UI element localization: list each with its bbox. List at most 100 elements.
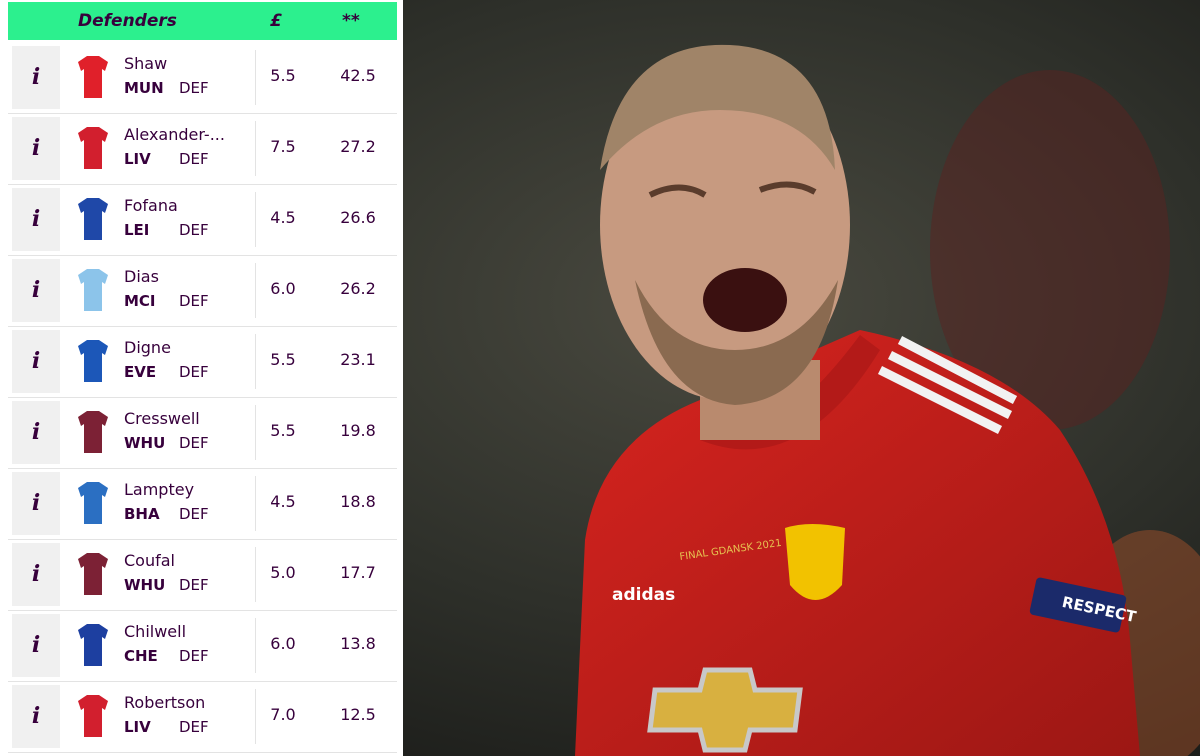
team-kit — [78, 411, 108, 453]
score-heading: ** — [342, 11, 360, 31]
price: 7.5 — [270, 137, 296, 156]
info-button[interactable]: i — [12, 401, 60, 464]
score: 17.7 — [340, 563, 376, 582]
beard — [635, 280, 838, 405]
kit-shape — [78, 56, 108, 98]
brows — [648, 181, 817, 198]
position: DEF — [179, 434, 209, 452]
blur-blob — [930, 70, 1170, 430]
divider — [255, 50, 256, 105]
kit-maker: adidas — [612, 585, 675, 605]
team-kit — [78, 127, 108, 169]
info-button[interactable]: i — [12, 117, 60, 180]
info-button[interactable]: i — [12, 259, 60, 322]
hair — [600, 44, 835, 170]
kit-shape — [78, 411, 108, 453]
team-code: LIV — [124, 150, 151, 168]
price: 5.5 — [270, 350, 296, 369]
player-row: i Coufal WHU DEF 5.0 17.7 — [8, 539, 397, 611]
info-button[interactable]: i — [12, 614, 60, 677]
kit-shape — [78, 624, 108, 666]
team-code: MUN — [124, 79, 164, 97]
player-name: Coufal — [124, 551, 175, 570]
team-code: BHA — [124, 505, 160, 523]
score: 26.2 — [340, 279, 376, 298]
position: DEF — [179, 505, 209, 523]
mouth — [703, 268, 787, 332]
divider — [255, 263, 256, 318]
player-row: i Cresswell WHU DEF 5.5 19.8 — [8, 397, 397, 469]
info-button[interactable]: i — [12, 188, 60, 251]
info-button[interactable]: i — [12, 543, 60, 606]
patch — [1029, 577, 1127, 633]
team-kit — [78, 56, 108, 98]
score: 27.2 — [340, 137, 376, 156]
position: DEF — [179, 576, 209, 594]
team-kit — [78, 624, 108, 666]
position: DEF — [179, 150, 209, 168]
price: 6.0 — [270, 279, 296, 298]
position: DEF — [179, 647, 209, 665]
player-list: Defenders £ ** i Shaw MUN DEF 5.5 42.5 i Alexan… — [0, 0, 403, 756]
team-kit — [78, 198, 108, 240]
team-code: WHU — [124, 434, 166, 452]
team-code: LEI — [124, 221, 150, 239]
position: DEF — [179, 221, 209, 239]
position: DEF — [179, 718, 209, 736]
crest — [785, 524, 845, 600]
team-code: MCI — [124, 292, 156, 310]
price: 7.0 — [270, 705, 296, 724]
team-kit — [78, 695, 108, 737]
info-button[interactable]: i — [12, 472, 60, 535]
team-kit — [78, 553, 108, 595]
score: 13.8 — [340, 634, 376, 653]
position: DEF — [179, 363, 209, 381]
divider — [255, 618, 256, 673]
price: 4.5 — [270, 492, 296, 511]
sponsor-logo — [647, 667, 803, 753]
score: 18.8 — [340, 492, 376, 511]
score: 42.5 — [340, 66, 376, 85]
player-row: i Shaw MUN DEF 5.5 42.5 — [8, 42, 397, 114]
divider — [255, 547, 256, 602]
player-name: Alexander-... — [124, 125, 225, 144]
price: 5.5 — [270, 421, 296, 440]
info-button[interactable]: i — [12, 685, 60, 748]
divider — [255, 192, 256, 247]
stripes — [877, 336, 1018, 435]
player-row: i Lamptey BHA DEF 4.5 18.8 — [8, 468, 397, 540]
team-kit — [78, 482, 108, 524]
kit-shape — [78, 482, 108, 524]
info-button[interactable]: i — [12, 330, 60, 393]
team-code: EVE — [124, 363, 157, 381]
score: 23.1 — [340, 350, 376, 369]
player-name: Chilwell — [124, 622, 187, 641]
position-heading: Defenders — [78, 11, 177, 31]
team-code: LIV — [124, 718, 151, 736]
face — [600, 50, 850, 400]
kit-shape — [78, 695, 108, 737]
player-name: Dias — [124, 267, 159, 286]
kit-shape — [78, 198, 108, 240]
divider — [255, 689, 256, 744]
kit-shape — [78, 553, 108, 595]
player-row: i Robertson LIV DEF 7.0 12.5 — [8, 681, 397, 753]
list-header: Defenders £ ** — [8, 2, 397, 40]
info-button[interactable]: i — [12, 46, 60, 109]
price: 5.5 — [270, 66, 296, 85]
player-name: Shaw — [124, 54, 168, 73]
kit-shape — [78, 127, 108, 169]
price: 5.0 — [270, 563, 296, 582]
player-row: i Alexander-... LIV DEF 7.5 27.2 — [8, 113, 397, 185]
price: 6.0 — [270, 634, 296, 653]
score: 19.8 — [340, 421, 376, 440]
kit-shape — [78, 340, 108, 382]
price-heading: £ — [270, 11, 282, 31]
position: DEF — [179, 79, 209, 97]
player-name: Lamptey — [124, 480, 195, 499]
player-name: Robertson — [124, 693, 206, 712]
price: 4.5 — [270, 208, 296, 227]
player-row: i Dias MCI DEF 6.0 26.2 — [8, 255, 397, 327]
team-code: WHU — [124, 576, 166, 594]
